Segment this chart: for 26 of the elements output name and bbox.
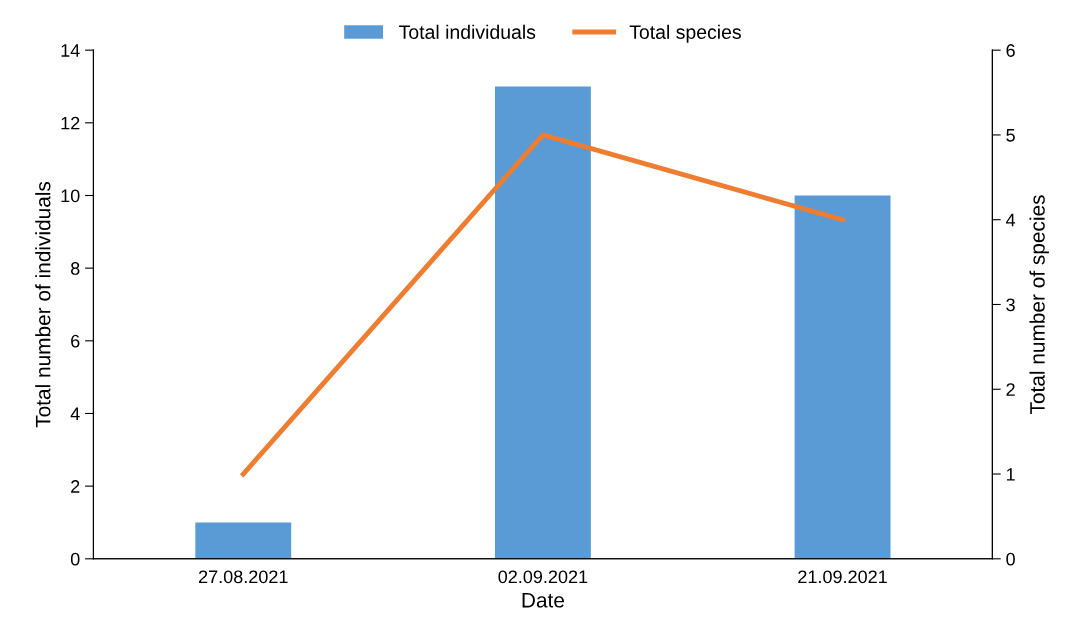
bar xyxy=(794,195,891,559)
y2-tick-label: 0 xyxy=(1006,552,1015,566)
bar xyxy=(494,86,591,559)
y-tick-label: 4 xyxy=(70,407,80,421)
y2-tick-label: 2 xyxy=(1006,383,1015,396)
y-tick-label: 2 xyxy=(71,480,80,493)
y-tick-label: 10 xyxy=(61,189,80,203)
y-tick-label: 8 xyxy=(70,262,80,275)
x-tick-label: 02.09.2021 xyxy=(498,570,588,584)
x-axis-title: Date xyxy=(522,593,564,608)
x-tick-label: 21.09.2021 xyxy=(798,570,887,584)
y2-tick-label: 4 xyxy=(1005,213,1016,227)
legend-label: Total individuals xyxy=(399,24,536,39)
y-axis-title: Total number of individuals xyxy=(35,181,51,428)
y2-tick-label: 3 xyxy=(1006,298,1015,312)
y-tick-label: 0 xyxy=(70,552,80,566)
y-tick-label: 14 xyxy=(61,44,80,57)
y2-tick-label: 5 xyxy=(1006,129,1015,142)
x-tick-label: 27.08.2021 xyxy=(198,570,288,584)
bar xyxy=(195,522,292,559)
y2-tick-label: 1 xyxy=(1006,468,1015,481)
y2-axis-title: Total number of species xyxy=(1029,195,1049,415)
legend-label: Total species xyxy=(629,24,741,43)
y-tick-label: 6 xyxy=(71,334,80,348)
y2-tick-label: 6 xyxy=(1006,44,1015,57)
y-tick-label: 12 xyxy=(61,116,80,130)
